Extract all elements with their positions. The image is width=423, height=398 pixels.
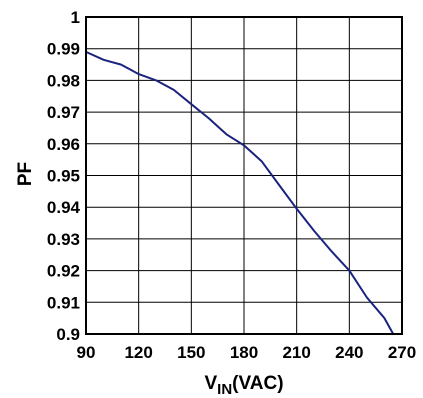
y-axis-title: PF (15, 162, 36, 186)
x-tick-label: 150 (177, 343, 205, 362)
y-tick-label: 0.97 (47, 103, 80, 122)
y-tick-label: 0.93 (47, 230, 80, 249)
y-tick-labels: 0.9 0.91 0.92 0.93 0.94 0.95 0.96 0.97 0.98 0.99 1 (47, 8, 81, 344)
grid-lines (85, 16, 403, 335)
y-tick-label: 0.99 (47, 40, 80, 59)
x-axis-title-subscript: IN (217, 381, 232, 398)
x-tick-label: 90 (77, 343, 96, 362)
x-tick-label: 180 (230, 343, 258, 362)
y-tick-label: 1 (71, 8, 80, 27)
x-tick-label: 240 (335, 343, 363, 362)
x-axis-title: VIN(VAC) (204, 373, 283, 398)
x-tick-labels: 90 120 150 180 210 240 270 (77, 343, 417, 362)
y-tick-label: 0.92 (47, 262, 80, 281)
y-tick-label: 0.98 (47, 71, 80, 90)
series-line-0 (85, 50, 395, 335)
series-layer (85, 50, 395, 335)
x-tick-label: 270 (388, 343, 416, 362)
plot-frame (85, 16, 403, 335)
y-tick-label: 0.9 (56, 325, 80, 344)
x-axis-title-main: V (204, 373, 217, 394)
x-tick-label: 210 (282, 343, 310, 362)
y-tick-label: 0.96 (47, 135, 80, 154)
x-tick-label: 120 (124, 343, 152, 362)
y-tick-label: 0.94 (47, 198, 81, 217)
y-tick-label: 0.95 (47, 167, 80, 186)
x-axis-title-unit: (VAC) (232, 373, 283, 394)
y-tick-label: 0.91 (47, 293, 80, 312)
